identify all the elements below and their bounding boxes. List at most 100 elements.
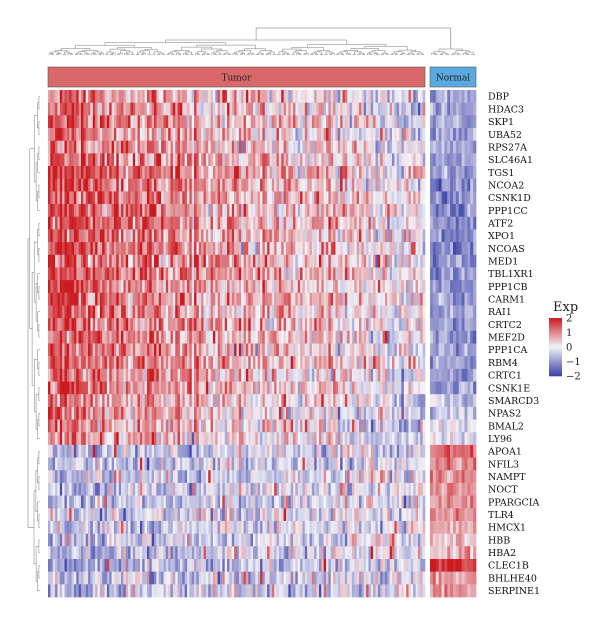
heatmap-cell bbox=[227, 305, 230, 319]
heatmap-cell bbox=[330, 90, 334, 104]
heatmap-cell bbox=[328, 140, 332, 154]
heatmap-cell bbox=[366, 292, 369, 306]
heatmap-cell bbox=[447, 292, 451, 306]
heatmap-cell bbox=[243, 267, 247, 281]
heatmap-cell bbox=[262, 343, 266, 357]
heatmap-cell bbox=[177, 330, 181, 344]
heatmap-cell bbox=[359, 381, 362, 395]
heatmap-cell bbox=[274, 90, 277, 104]
heatmap-cell bbox=[128, 115, 131, 129]
heatmap-cell bbox=[323, 204, 327, 218]
heatmap-cell bbox=[370, 356, 374, 370]
heatmap-cell bbox=[111, 292, 115, 306]
dendrogram-branch bbox=[272, 53, 276, 55]
heatmap-cell bbox=[99, 102, 103, 116]
heatmap-cell bbox=[179, 128, 183, 142]
heatmap-cell bbox=[300, 115, 303, 129]
heatmap-cell bbox=[137, 343, 141, 357]
heatmap-cell bbox=[85, 330, 89, 344]
heatmap-cell bbox=[121, 356, 124, 370]
heatmap-cell bbox=[102, 204, 105, 218]
heatmap-cell bbox=[182, 128, 186, 142]
heatmap-cell bbox=[222, 394, 226, 408]
heatmap-cell bbox=[396, 178, 400, 192]
heatmap-cell bbox=[382, 292, 386, 306]
heatmap-cell bbox=[83, 216, 87, 230]
heatmap-cell bbox=[215, 267, 218, 281]
heatmap-cell bbox=[342, 204, 346, 218]
heatmap-cell bbox=[359, 406, 362, 420]
heatmap-cell bbox=[109, 128, 112, 142]
heatmap-cell bbox=[328, 102, 332, 116]
heatmap-cell bbox=[121, 166, 124, 180]
heatmap-cell bbox=[121, 229, 124, 243]
heatmap-cell bbox=[304, 330, 308, 344]
heatmap-cell bbox=[349, 280, 353, 294]
heatmap-cell bbox=[184, 406, 188, 420]
heatmap-cell bbox=[212, 318, 216, 332]
heatmap-cell bbox=[144, 292, 148, 306]
heatmap-cell bbox=[302, 178, 306, 192]
heatmap-cell bbox=[335, 254, 339, 268]
heatmap-cell bbox=[212, 204, 216, 218]
heatmap-cell bbox=[444, 115, 448, 129]
heatmap-cell bbox=[245, 356, 249, 370]
heatmap-cell bbox=[224, 368, 228, 382]
heatmap-cell bbox=[182, 140, 186, 154]
heatmap-cell bbox=[271, 242, 275, 256]
heatmap-cell bbox=[375, 381, 379, 395]
heatmap-cell bbox=[116, 419, 120, 433]
heatmap-cell bbox=[413, 102, 416, 116]
heatmap-cell bbox=[85, 343, 89, 357]
heatmap-cell bbox=[137, 318, 141, 332]
heatmap-cell bbox=[394, 343, 398, 357]
heatmap-cell bbox=[48, 280, 51, 294]
heatmap-cell bbox=[168, 267, 171, 281]
heatmap-cell bbox=[104, 254, 108, 268]
heatmap-cell bbox=[238, 267, 242, 281]
heatmap-cell bbox=[406, 330, 409, 344]
heatmap-cell bbox=[420, 191, 423, 205]
heatmap-cell bbox=[132, 254, 136, 268]
heatmap-cell bbox=[227, 419, 230, 433]
heatmap-cell bbox=[69, 318, 72, 332]
heatmap-cell bbox=[361, 343, 365, 357]
heatmap-cell bbox=[285, 330, 289, 344]
heatmap-cell bbox=[158, 343, 162, 357]
heatmap-cell bbox=[130, 216, 134, 230]
heatmap-cell bbox=[201, 318, 204, 332]
heatmap-cell bbox=[55, 394, 58, 408]
heatmap-cell bbox=[62, 115, 65, 129]
heatmap-cell bbox=[363, 292, 367, 306]
heatmap-cell bbox=[389, 90, 393, 104]
heatmap-cell bbox=[264, 292, 268, 306]
heatmap-cell bbox=[252, 140, 256, 154]
heatmap-cell bbox=[415, 229, 419, 243]
heatmap-cell bbox=[382, 229, 386, 243]
heatmap-cell bbox=[255, 267, 259, 281]
heatmap-cell bbox=[271, 356, 275, 370]
heatmap-cell bbox=[224, 330, 228, 344]
heatmap-cell bbox=[354, 368, 358, 382]
heatmap-cell bbox=[368, 254, 372, 268]
heatmap-cell bbox=[125, 140, 129, 154]
heatmap-cell bbox=[473, 254, 477, 268]
dendrogram-branch bbox=[190, 53, 194, 55]
heatmap-cell bbox=[347, 419, 350, 433]
heatmap-cell bbox=[333, 102, 336, 116]
heatmap-cell bbox=[333, 381, 336, 395]
heatmap-cell bbox=[278, 292, 282, 306]
heatmap-cell bbox=[288, 115, 292, 129]
heatmap-cell bbox=[92, 318, 96, 332]
heatmap-cell bbox=[222, 166, 226, 180]
heatmap-cell bbox=[182, 394, 186, 408]
heatmap-cell bbox=[177, 229, 181, 243]
heatmap-cell bbox=[198, 254, 202, 268]
heatmap-cell bbox=[139, 381, 143, 395]
heatmap-cell bbox=[361, 406, 365, 420]
heatmap-cell bbox=[389, 267, 393, 281]
heatmap-cell bbox=[373, 394, 376, 408]
heatmap-cell bbox=[236, 140, 240, 154]
heatmap-cell bbox=[55, 254, 58, 268]
heatmap-cell bbox=[356, 406, 360, 420]
